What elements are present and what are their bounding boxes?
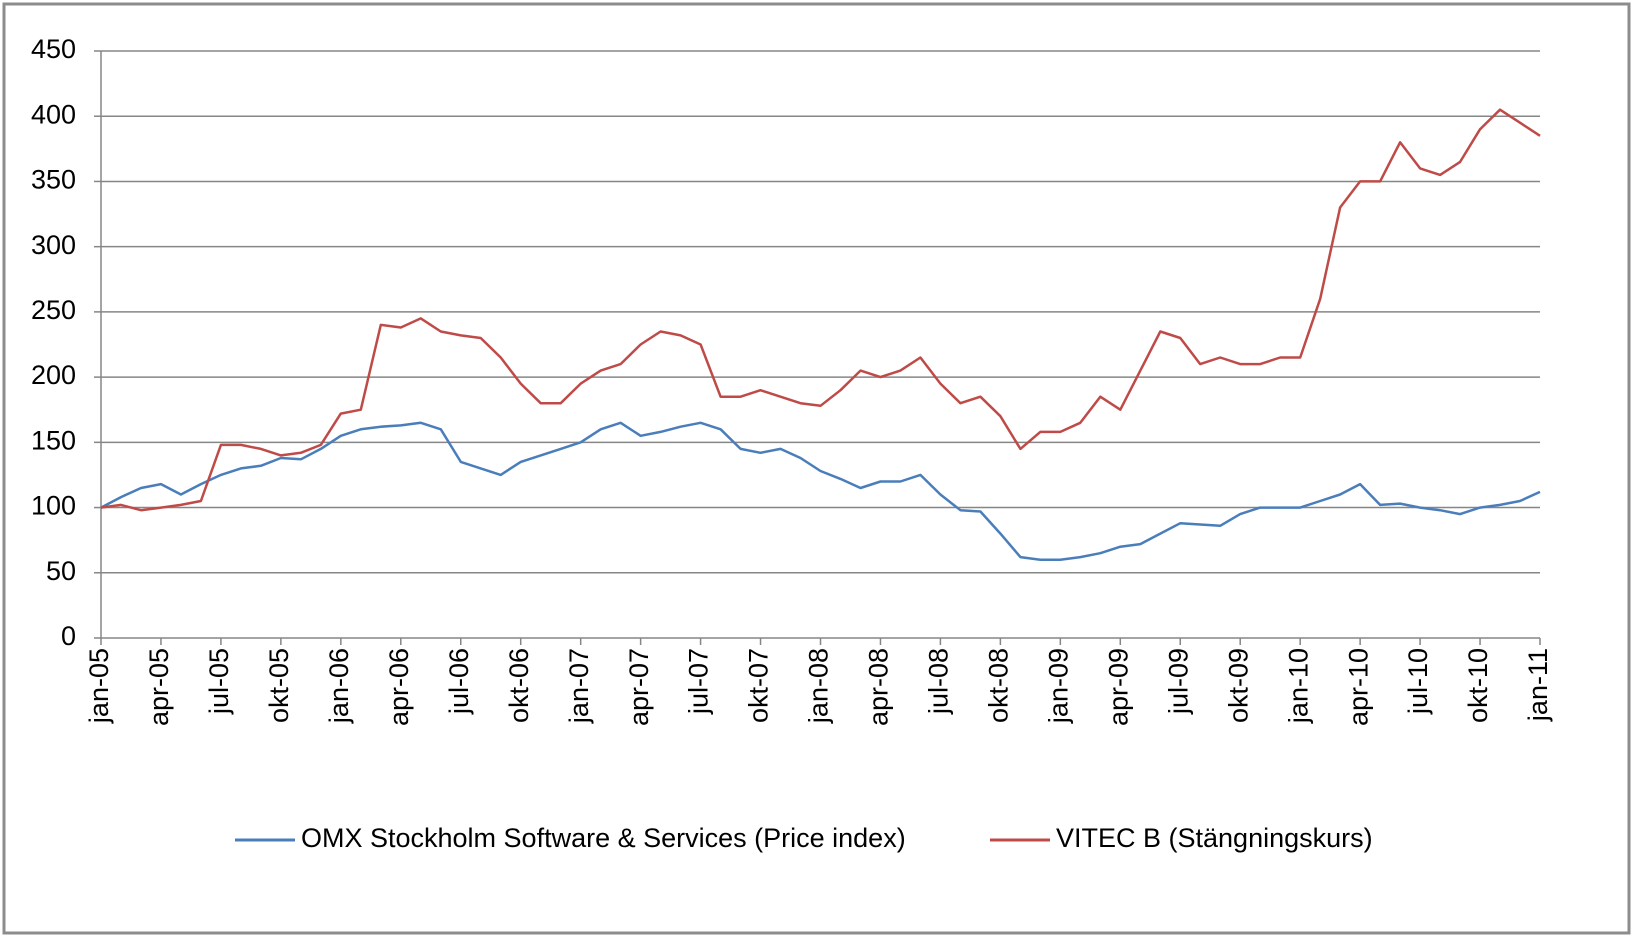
y-tick-label: 200 — [31, 360, 76, 390]
y-tick-label: 250 — [31, 295, 76, 325]
legend: OMX Stockholm Software & Services (Price… — [235, 823, 1373, 853]
x-tick-label: jan-08 — [804, 648, 834, 724]
x-tick-label: okt-09 — [1223, 648, 1253, 723]
x-tick-label: okt-10 — [1463, 648, 1493, 723]
x-tick-label: apr-05 — [144, 648, 174, 726]
y-tick-label: 300 — [31, 230, 76, 260]
x-tick-label: apr-06 — [384, 648, 414, 726]
x-tick-label: okt-06 — [504, 648, 534, 723]
x-tick-label: apr-07 — [624, 648, 654, 726]
y-tick-label: 100 — [31, 491, 76, 521]
x-tick-label: jan-07 — [564, 648, 594, 724]
y-tick-label: 0 — [61, 621, 76, 651]
x-tick-label: jul-07 — [684, 648, 714, 715]
legend-label: VITEC B (Stängningskurs) — [1056, 823, 1373, 853]
x-tick-label: apr-08 — [864, 648, 894, 726]
series-line — [100, 108, 1541, 512]
x-tick-label: jul-10 — [1403, 648, 1433, 715]
x-tick-label: jan-09 — [1043, 648, 1073, 724]
x-tick-label: jan-10 — [1283, 648, 1313, 724]
x-tick-label: jul-09 — [1163, 648, 1193, 715]
x-tick-label: okt-07 — [744, 648, 774, 723]
y-tick-label: 450 — [31, 34, 76, 64]
series-line — [100, 421, 1541, 561]
x-tick-label: okt-08 — [984, 648, 1014, 723]
x-tick-label: okt-05 — [264, 648, 294, 723]
x-tick-label: jan-05 — [84, 648, 114, 724]
x-tick-label: jan-06 — [324, 648, 354, 724]
y-tick-label: 150 — [31, 425, 76, 455]
x-tick-label: jul-08 — [924, 648, 954, 715]
y-tick-label: 50 — [46, 556, 76, 586]
x-tick-label: jul-06 — [444, 648, 474, 715]
x-tick-label: apr-10 — [1343, 648, 1373, 726]
y-tick-label: 400 — [31, 99, 76, 129]
legend-label: OMX Stockholm Software & Services (Price… — [301, 823, 906, 853]
x-tick-label: apr-09 — [1103, 648, 1133, 726]
y-tick-label: 350 — [31, 165, 76, 195]
x-tick-label: jan-11 — [1523, 648, 1553, 722]
x-tick-label: jul-05 — [204, 648, 234, 715]
